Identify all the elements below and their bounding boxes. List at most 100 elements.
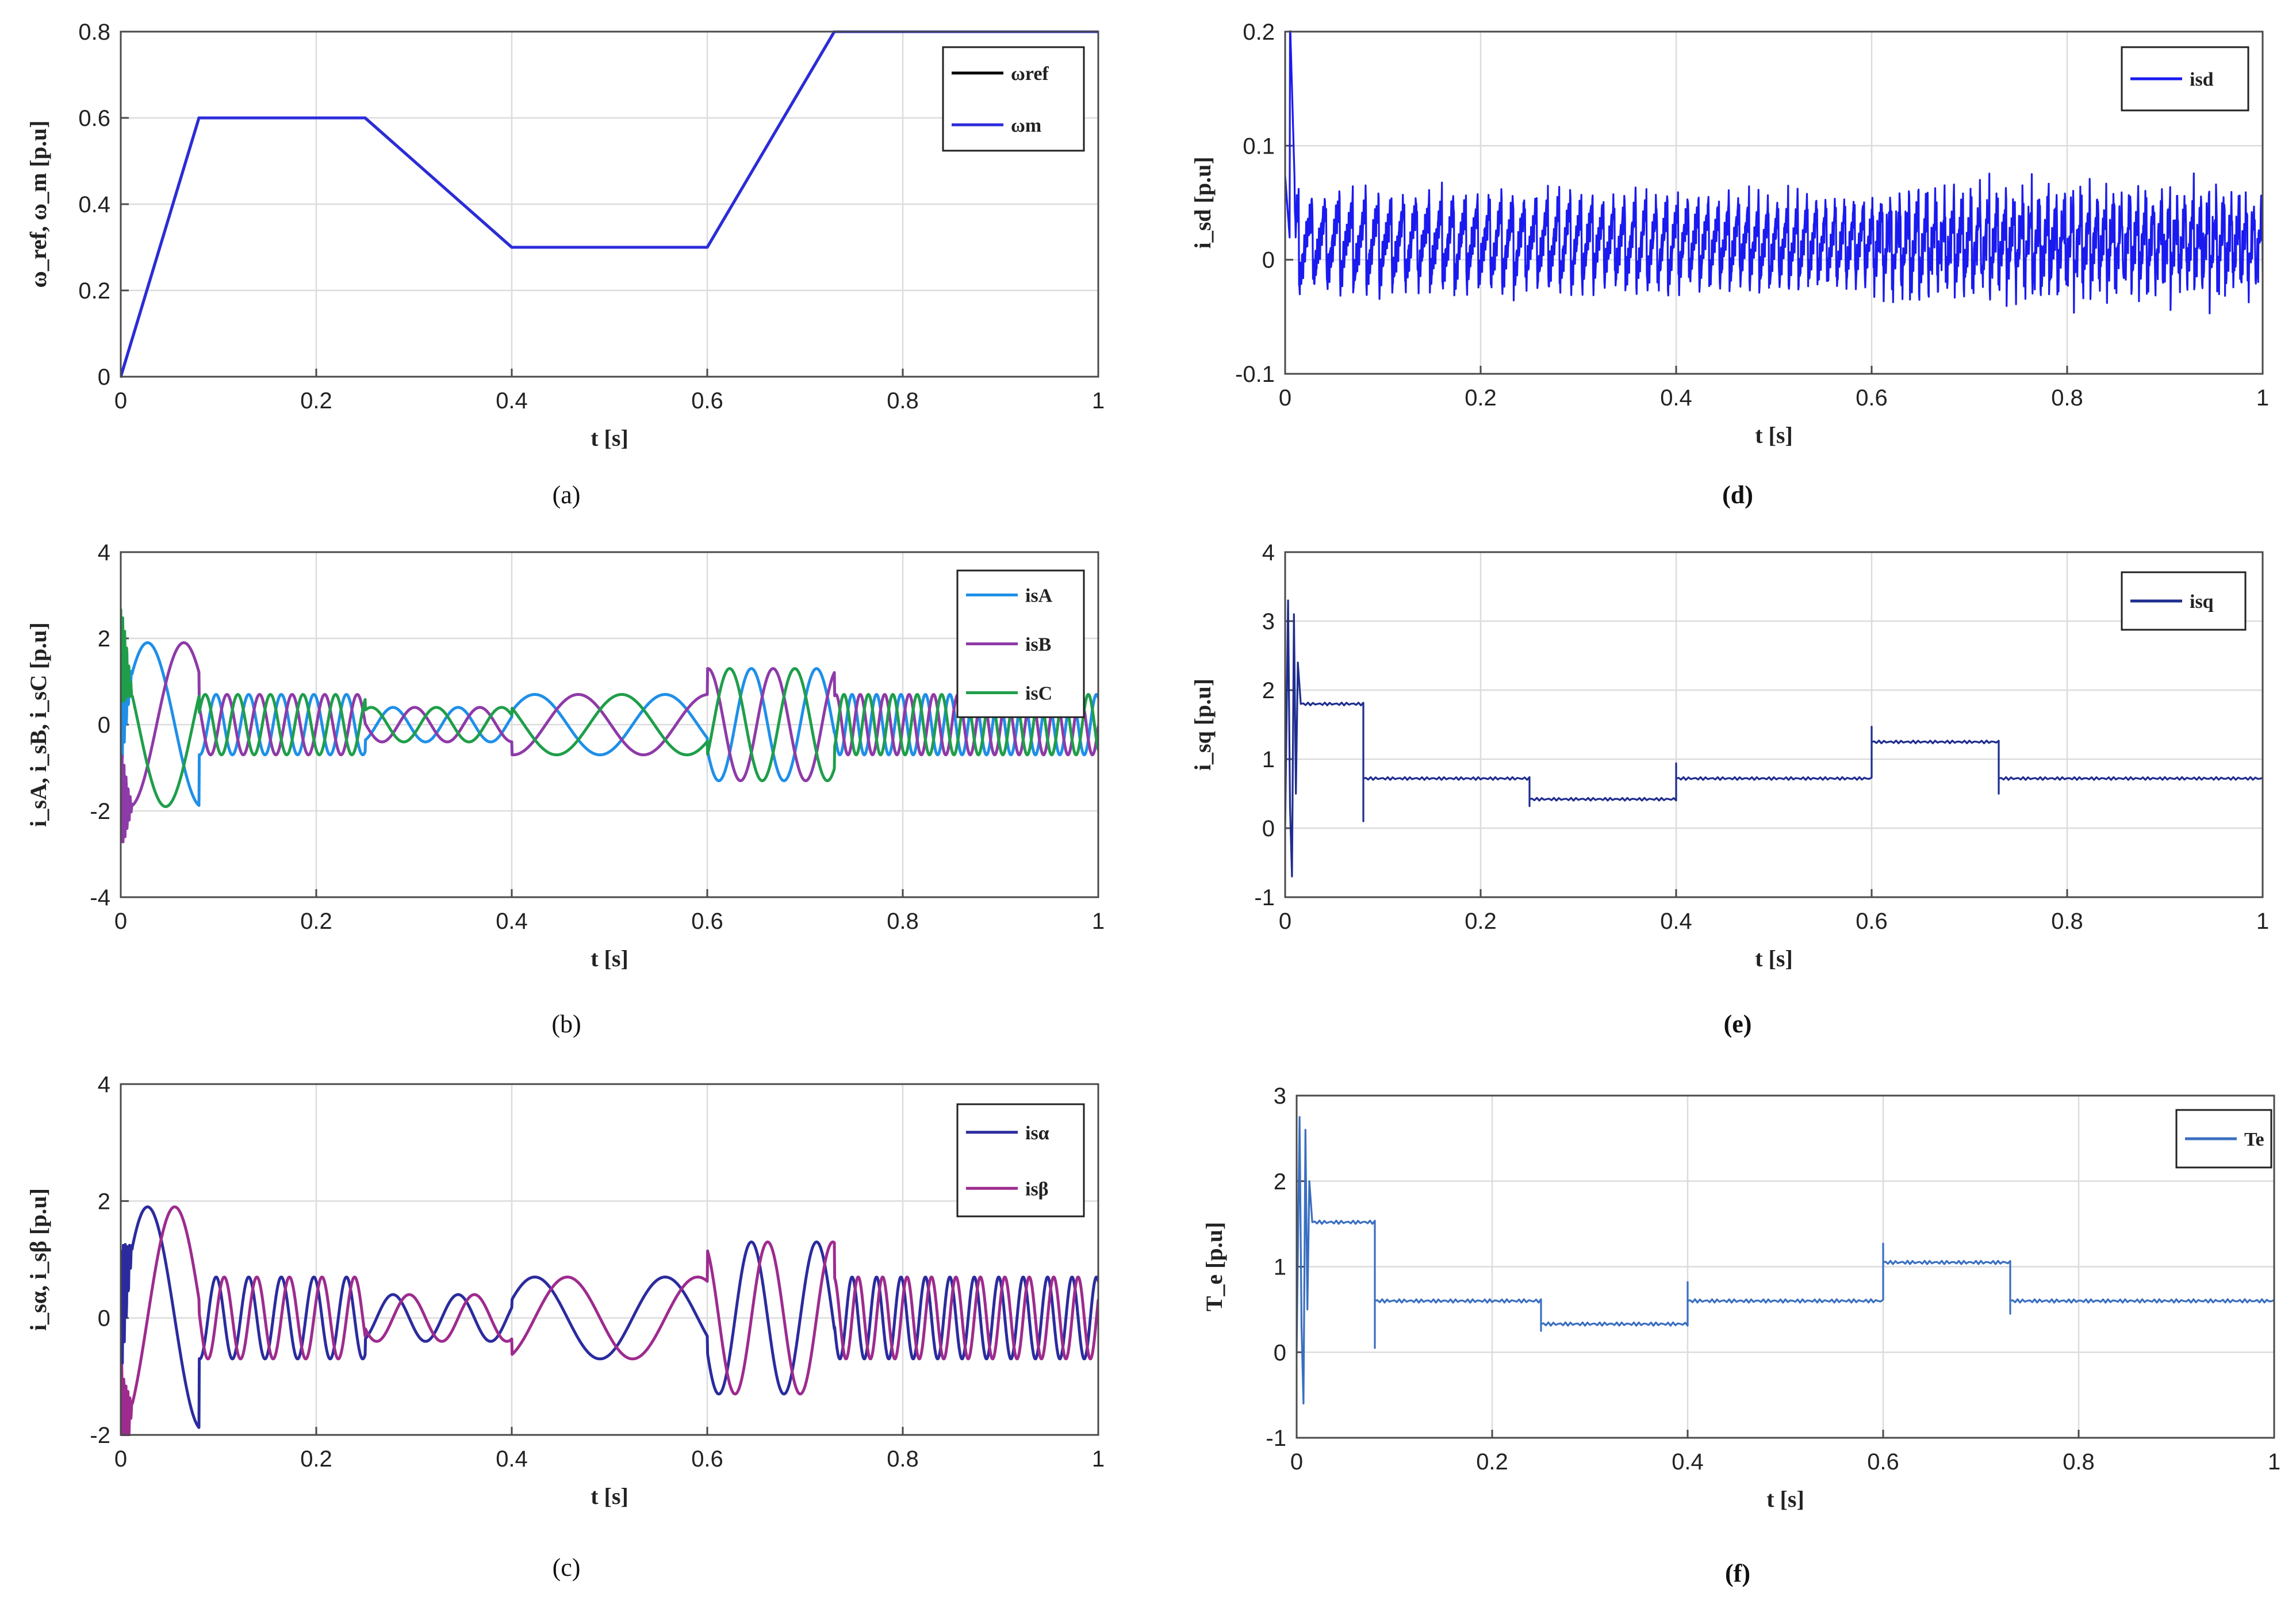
legend-label-isB: isB xyxy=(1025,634,1051,656)
legend-label-isA: isA xyxy=(1025,585,1053,607)
legend-label-isα: isα xyxy=(1025,1123,1049,1144)
y-axis-label: ω_ref, ω_m [p.u] xyxy=(25,120,51,288)
series-line-isβ xyxy=(121,1205,1098,1436)
legend-label-ωref: ωref xyxy=(1011,63,1049,85)
y-tick-label: 0 xyxy=(98,1306,110,1331)
caption-e: (e) xyxy=(1723,1010,1752,1038)
x-tick-label: 0.8 xyxy=(887,388,919,414)
y-tick-label: 2 xyxy=(98,1189,110,1214)
chart-panel-e: 0 0.2 0.4 0.6 0.8 1 -1 0 1 2 3 4 t [s] i_sq [p.u] isq xyxy=(1150,535,2296,1064)
x-tick-label: 0 xyxy=(114,388,127,414)
series-line-Te xyxy=(1297,1116,2274,1405)
x-tick-label: 0.4 xyxy=(496,388,528,414)
x-tick-label: 0.4 xyxy=(496,909,528,934)
x-tick-label: 0 xyxy=(1279,909,1291,934)
series-line-isC xyxy=(121,608,1098,808)
plot-area-c xyxy=(120,1083,1099,1436)
x-tick-label: 0.4 xyxy=(1672,1449,1704,1475)
y-tick-label: 4 xyxy=(98,1072,110,1097)
y-tick-label: 2 xyxy=(1274,1169,1286,1195)
y-tick-label: 0 xyxy=(98,365,110,390)
x-axis-label: t [s] xyxy=(1766,1486,1804,1512)
x-axis-label: t [s] xyxy=(1755,945,1793,971)
x-tick-label: 0.6 xyxy=(1856,385,1888,411)
x-tick-label: 1 xyxy=(1092,909,1105,934)
x-tick-label: 0 xyxy=(1290,1449,1303,1475)
caption-f: (f) xyxy=(1725,1559,1750,1587)
y-axis-label: T_e [p.u] xyxy=(1201,1222,1227,1312)
x-tick-label: 0.8 xyxy=(2051,385,2083,411)
legend-box xyxy=(956,1103,1085,1218)
plot-area-e xyxy=(1284,551,2264,898)
x-tick-label: 1 xyxy=(2256,385,2269,411)
plot-border-e xyxy=(1284,551,2264,898)
x-tick-label: 0 xyxy=(114,1446,127,1472)
x-tick-label: 0 xyxy=(1279,385,1291,411)
y-tick-label: -0.1 xyxy=(1235,362,1275,387)
x-axis-label: t [s] xyxy=(1755,422,1793,448)
y-axis-label: i_sA, i_sB, i_sC [p.u] xyxy=(25,622,51,827)
x-tick-label: 0.2 xyxy=(1465,909,1497,934)
caption-c: (c) xyxy=(552,1553,581,1582)
x-tick-label: 0.6 xyxy=(1867,1449,1899,1475)
series-line-isA xyxy=(121,641,1098,807)
plot-area-d xyxy=(1284,30,2264,375)
chart-panel-f: 0 0.2 0.4 0.6 0.8 1 -1 0 1 2 3 t [s] T_e [p.u] Te xyxy=(1150,1070,2296,1604)
y-tick-label: 0 xyxy=(1262,248,1275,273)
y-tick-label: -1 xyxy=(1266,1426,1286,1451)
series-line-isα xyxy=(121,1205,1098,1429)
x-tick-label: 0.2 xyxy=(300,388,332,414)
x-tick-label: 0.8 xyxy=(887,1446,919,1472)
x-axis-label: t [s] xyxy=(591,425,628,451)
y-tick-label: 0 xyxy=(98,713,110,738)
x-tick-label: 1 xyxy=(2256,909,2269,934)
y-tick-label: 0.2 xyxy=(1243,20,1275,45)
series-line-isB xyxy=(121,641,1098,844)
legend-label-isq: isq xyxy=(2190,591,2214,612)
plot-border-f xyxy=(1295,1094,2275,1439)
y-tick-label: 0.2 xyxy=(78,278,110,304)
y-tick-label: -1 xyxy=(1254,885,1275,910)
y-tick-label: 0.6 xyxy=(78,106,110,131)
chart-panel-b: 0 0.2 0.4 0.6 0.8 1 -4 -2 0 2 4 t [s] i_sA, i_sB, i_… xyxy=(0,535,1144,1064)
legend-label-Te: Te xyxy=(2244,1129,2264,1150)
chart-a: 0 0.2 0.4 0.6 0.8 1 0 0.2 0.4 0.6 0.8 t [s] ω_ref, ω… xyxy=(25,20,1105,451)
y-axis-label: i_sα, i_sβ [p.u] xyxy=(25,1188,51,1331)
caption-b: (b) xyxy=(551,1010,581,1038)
x-tick-label: 1 xyxy=(2268,1449,2280,1475)
y-tick-label: 2 xyxy=(1262,678,1275,703)
x-tick-label: 0.4 xyxy=(1660,909,1692,934)
y-tick-label: 0.4 xyxy=(78,192,110,217)
x-axis-label: t [s] xyxy=(591,945,628,971)
y-tick-label: 2 xyxy=(98,626,110,652)
x-tick-label: 0.2 xyxy=(300,1446,332,1472)
x-tick-label: 0.2 xyxy=(1476,1449,1508,1475)
legend-label-ωm: ωm xyxy=(1011,115,1041,136)
x-tick-label: 0.2 xyxy=(300,909,332,934)
y-tick-label: 0.1 xyxy=(1243,133,1275,159)
legend-label-isd: isd xyxy=(2190,69,2214,90)
x-tick-label: 0.8 xyxy=(2063,1449,2095,1475)
chart-panel-a: 0 0.2 0.4 0.6 0.8 1 0 0.2 0.4 0.6 0.8 t [s] ω_ref, ω… xyxy=(0,0,1144,529)
x-tick-label: 0.8 xyxy=(2051,909,2083,934)
y-tick-label: 4 xyxy=(1262,540,1275,565)
y-tick-label: 0 xyxy=(1274,1340,1286,1365)
plot-border-c xyxy=(120,1083,1099,1436)
x-tick-label: 0.8 xyxy=(887,909,919,934)
series-line-isq xyxy=(1285,599,2263,878)
chart-panel-d: 0 0.2 0.4 0.6 0.8 1 -0.1 0 0.1 0.2 t [s] i_sd [p.u]… xyxy=(1150,0,2296,529)
plot-border-d xyxy=(1284,30,2264,375)
x-tick-label: 0.6 xyxy=(1856,909,1888,934)
y-axis-label: i_sq [p.u] xyxy=(1190,679,1216,771)
y-tick-label: 3 xyxy=(1274,1084,1286,1109)
x-tick-label: 0.6 xyxy=(691,388,723,414)
series-line-isd xyxy=(1285,30,2263,315)
caption-a: (a) xyxy=(552,481,581,509)
legend-box xyxy=(942,46,1085,152)
y-tick-label: 0.8 xyxy=(78,20,110,45)
chart-d: 0 0.2 0.4 0.6 0.8 1-0.100.10.2t [s]i_sd [p.u]… xyxy=(1190,20,2269,448)
y-tick-label: -4 xyxy=(90,885,110,910)
